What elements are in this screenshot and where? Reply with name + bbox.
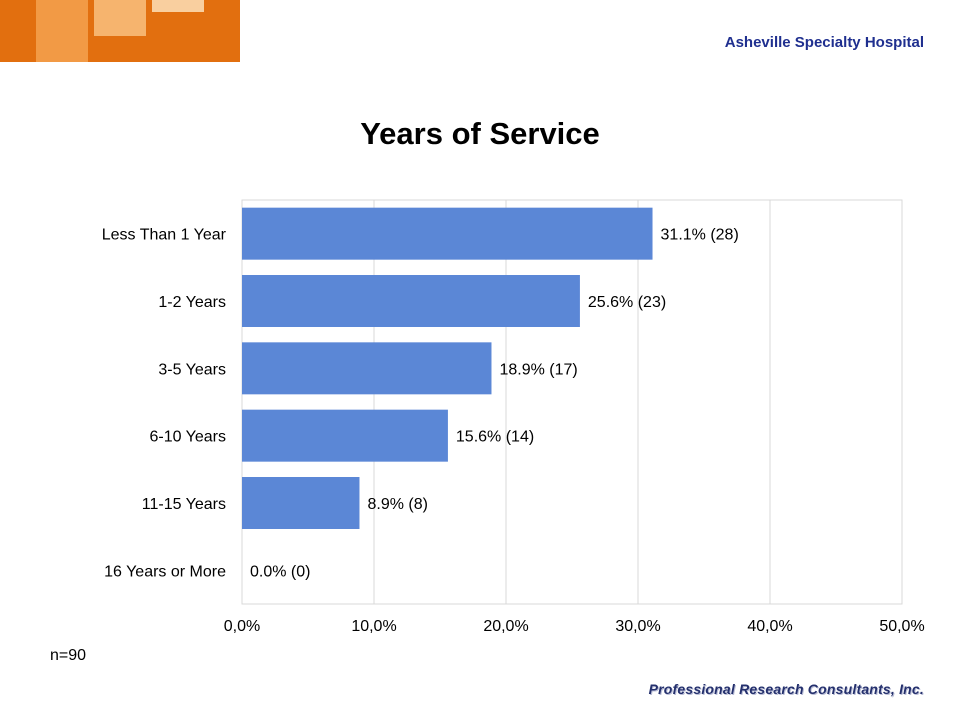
category-label: 16 Years or More <box>104 563 226 580</box>
x-tick-label: 0,0% <box>224 618 260 635</box>
category-label: 1-2 Years <box>158 294 226 311</box>
category-label: 6-10 Years <box>149 429 226 446</box>
sample-size: n=90 <box>50 647 87 664</box>
data-label: 8.9% (8) <box>367 496 427 513</box>
brand-logo <box>0 0 240 62</box>
grid-lines <box>241 199 903 605</box>
data-label: 18.9% (17) <box>499 361 577 378</box>
x-tick-label: 40,0% <box>747 618 792 635</box>
x-tick-label: 20,0% <box>483 618 528 635</box>
chart-title: Years of Service <box>360 116 600 151</box>
hospital-name: Asheville Specialty Hospital <box>724 34 924 51</box>
data-label: 25.6% (23) <box>588 294 666 311</box>
footer-brand-logo: Professional Research Consultants, Inc. <box>648 681 924 697</box>
x-tick-label: 10,0% <box>351 618 396 635</box>
category-label: 3-5 Years <box>158 361 226 378</box>
bar <box>242 477 360 529</box>
x-tick-label: 30,0% <box>615 618 660 635</box>
plot-frame <box>241 199 903 605</box>
x-tick-label: 50,0% <box>879 618 924 635</box>
labels: 0,0% 10,0% 20,0% 30,0% 40,0% 50,0% Less Than 1… <box>102 227 925 635</box>
bar <box>242 207 653 260</box>
bars <box>242 207 653 529</box>
category-label: Less Than 1 Year <box>102 227 227 244</box>
category-label: 11-15 Years <box>142 496 226 513</box>
data-label: 31.1% (28) <box>661 227 739 244</box>
data-label: 0.0% (0) <box>250 563 310 580</box>
bar <box>242 342 492 395</box>
bar <box>242 409 448 462</box>
bar <box>242 275 580 327</box>
data-label: 15.6% (14) <box>456 429 534 446</box>
